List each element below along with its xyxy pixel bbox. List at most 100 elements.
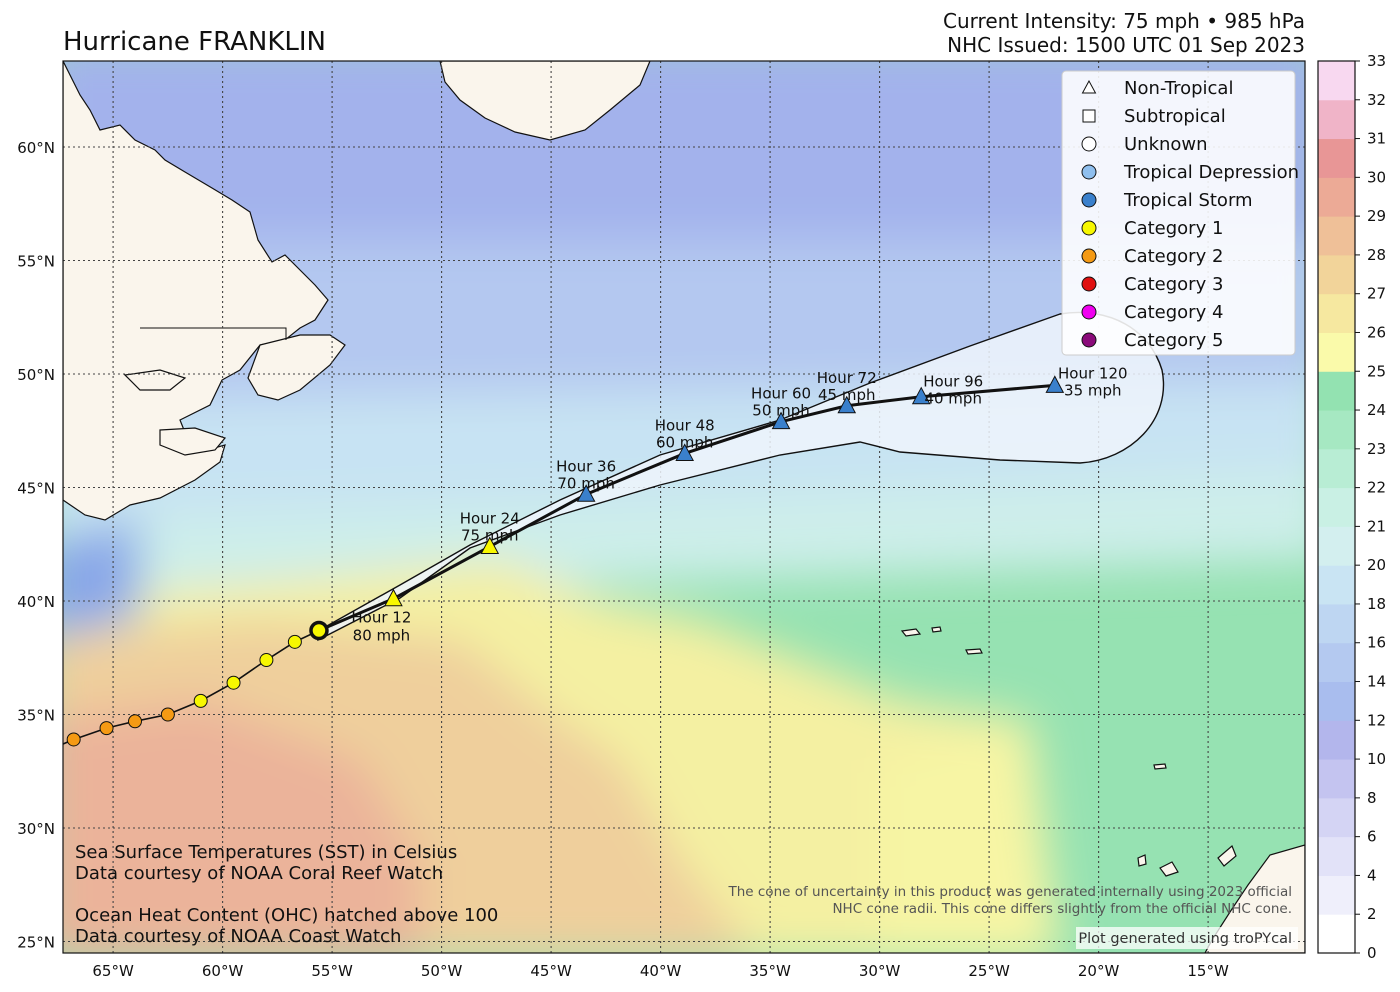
colorbar-tick-label: 21 <box>1367 517 1386 535</box>
past-track-point <box>66 732 81 747</box>
past-track-line <box>63 629 320 745</box>
colorbar-tick-label: 22 <box>1367 479 1386 497</box>
colorbar-tick-label: 18 <box>1367 595 1386 613</box>
colorbar-tick-label: 8 <box>1367 789 1377 807</box>
ohc-source-note: Data courtesy of NOAA Coast Watch <box>75 926 401 947</box>
colorbar-cell <box>1318 526 1355 566</box>
forecast-hour-label: Hour 48 <box>655 416 715 434</box>
cone-disclaimer-line2: NHC cone radii. This cone differs slight… <box>832 901 1292 917</box>
legend-item: Subtropical <box>1082 106 1226 127</box>
forecast-wind-label: 45 mph <box>818 386 876 404</box>
lon-label: 15°W <box>1187 962 1229 980</box>
lat-label: 35°N <box>17 707 55 725</box>
colorbar-cell <box>1318 138 1355 178</box>
colorbar-tick-label: 20 <box>1367 556 1386 574</box>
legend-item: Category 3 <box>1081 274 1223 295</box>
map-title: Hurricane FRANKLIN <box>63 27 326 57</box>
colorbar-cell <box>1318 914 1355 954</box>
past-track-point <box>99 721 114 736</box>
past-track-point <box>193 693 208 708</box>
africa-iberia-coast <box>1204 844 1305 953</box>
lon-label: 40°W <box>640 962 682 980</box>
colorbar-tick-label: 23 <box>1367 440 1386 458</box>
colorbar-tick-label: 30 <box>1367 168 1386 186</box>
colorbar-tick-label: 14 <box>1367 673 1386 691</box>
lat-label: 40°N <box>17 593 55 611</box>
colorbar-cell <box>1318 797 1355 838</box>
lat-label: 25°N <box>17 934 55 952</box>
legend-item: Category 1 <box>1081 218 1223 239</box>
data-notes: Sea Surface Temperatures (SST) in Celsiu… <box>75 842 498 947</box>
colorbar-cell <box>1318 332 1355 372</box>
current-position-marker <box>309 620 329 641</box>
colorbar-tick-label: 29 <box>1367 207 1386 225</box>
colorbar-tick-label: 27 <box>1367 285 1386 303</box>
colorbar-cell <box>1318 642 1355 683</box>
colorbar-cell <box>1318 720 1355 760</box>
colorbar-cell <box>1318 61 1355 101</box>
forecast-point-marker <box>771 411 791 430</box>
nhc-issued: NHC Issued: 1500 UTC 01 Sep 2023 <box>947 33 1305 57</box>
colorbar-cell <box>1318 448 1355 489</box>
colorbar-tick-label: 26 <box>1367 323 1386 341</box>
legend-label: Tropical Depression <box>1123 162 1299 183</box>
forecast-wind-label: 60 mph <box>656 433 714 451</box>
circle-icon <box>1081 248 1097 264</box>
legend-item: Category 4 <box>1081 302 1223 323</box>
lon-label: 45°W <box>530 962 572 980</box>
colorbar-tick-label: 28 <box>1367 246 1386 264</box>
azores-islet-1 <box>900 628 922 637</box>
legend-item: Category 2 <box>1081 246 1223 267</box>
circle-icon <box>1081 332 1097 348</box>
forecast-point-marker <box>480 536 500 555</box>
colorbar-frame <box>1317 60 1356 954</box>
past-track-point <box>287 634 302 649</box>
north-america-coast <box>63 61 329 521</box>
forecast-point-marker <box>837 395 857 414</box>
forecast-point-marker <box>675 443 695 461</box>
azores-islet-2 <box>931 626 942 633</box>
anticosti-island <box>123 369 187 391</box>
forecast-wind-label: 80 mph <box>353 627 411 645</box>
forecast-point-marker <box>1045 375 1065 393</box>
past-track-point <box>128 714 142 729</box>
sst-colorbar: 0246810121416182021222324252627282930313… <box>1317 52 1386 962</box>
past-track-point <box>226 675 241 690</box>
colorbar-tick-label: 31 <box>1367 130 1386 148</box>
legend-label: Tropical Storm <box>1123 190 1253 211</box>
legend: Non-Tropical Subtropical Unknown Tropical D… <box>1061 70 1299 356</box>
lon-label: 35°W <box>749 962 791 980</box>
lon-label: 30°W <box>859 962 901 980</box>
colorbar-cell <box>1318 99 1355 140</box>
colorbar-cell <box>1318 410 1355 450</box>
map-frame <box>62 60 1306 954</box>
colorbar-tick-label: 16 <box>1367 634 1386 652</box>
credit-bg <box>1076 927 1298 949</box>
forecast-hour-label: Hour 12 <box>351 609 411 627</box>
legend-item: Unknown <box>1081 134 1208 155</box>
forecast-wind-label: 70 mph <box>557 474 615 492</box>
lon-label: 65°W <box>92 962 134 980</box>
forecast-hour-label: Hour 24 <box>460 510 520 528</box>
lat-label: 55°N <box>17 253 55 271</box>
forecast-point-marker <box>384 588 403 607</box>
legend-label: Category 2 <box>1124 246 1223 267</box>
cape-breton <box>159 427 227 456</box>
colorbar-tick-label: 12 <box>1367 711 1386 729</box>
legend-item: Tropical Storm <box>1081 190 1253 211</box>
legend-label: Unknown <box>1124 134 1208 155</box>
land <box>63 61 1305 953</box>
colorbar-cell <box>1318 836 1355 876</box>
colorbar-tick-label: 4 <box>1367 866 1377 884</box>
forecast-hour-label: Hour 60 <box>751 385 811 403</box>
colorbar-cell <box>1318 875 1355 915</box>
colorbar-cell <box>1318 565 1355 605</box>
forecast-hour-label: Hour 36 <box>556 457 616 475</box>
canary-islet-3 <box>1217 844 1237 867</box>
lon-label: 60°W <box>202 962 244 980</box>
latitude-labels: 60°N 55°N 50°N 45°N 40°N 35°N 30°N 25°N <box>17 139 55 952</box>
forecast-hour-label: Hour 120 <box>1058 364 1128 382</box>
colorbar-tick-label: 2 <box>1367 905 1377 923</box>
